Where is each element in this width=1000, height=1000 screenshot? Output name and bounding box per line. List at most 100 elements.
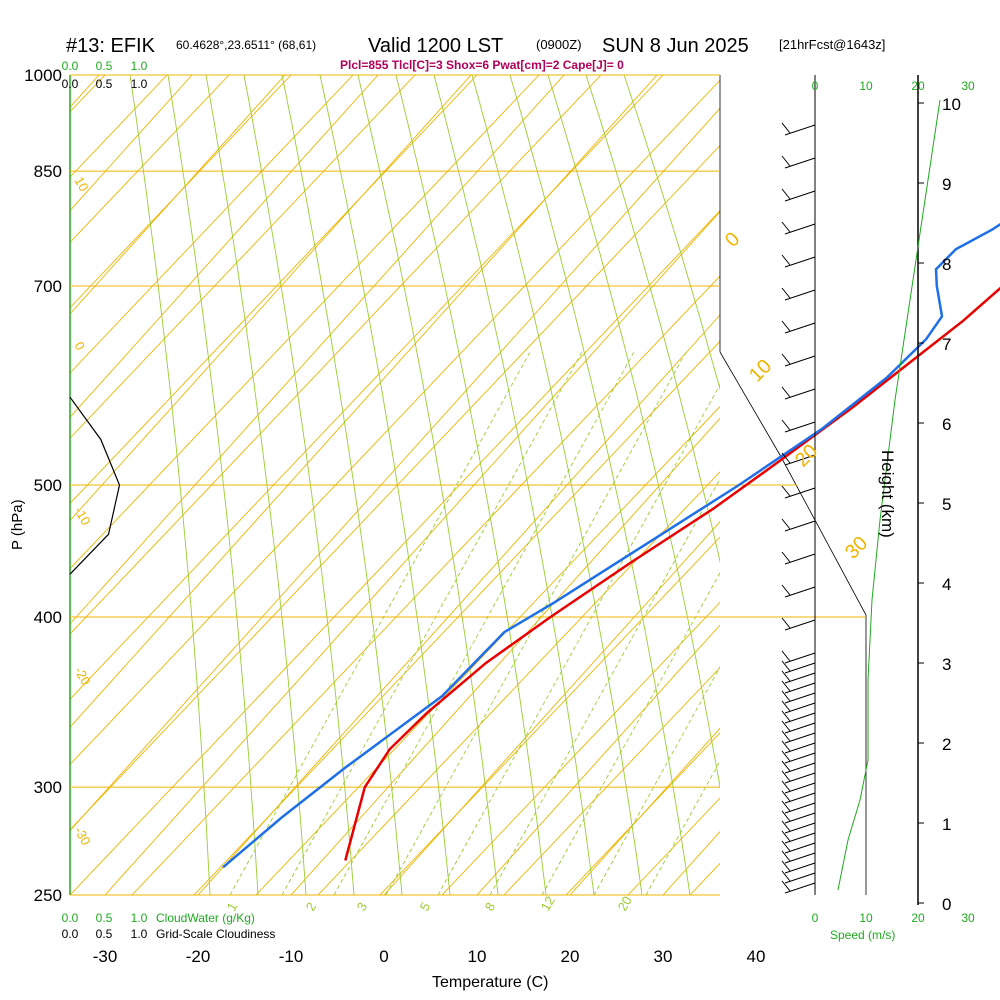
dry-adiabat xyxy=(814,75,1000,895)
pressure-tick-1000: 1000 xyxy=(24,66,62,85)
cloudiness-tick-bottom: 0.0 xyxy=(62,927,79,941)
dry-adiabat-label: 10 xyxy=(71,174,91,194)
wind-barb-feather xyxy=(781,254,791,266)
wind-barb xyxy=(784,862,816,874)
wind-barb-feather xyxy=(781,221,791,233)
wind-barb xyxy=(784,256,816,268)
isotherm xyxy=(849,75,1000,895)
temp-tick--10: -10 xyxy=(279,947,304,966)
wind-barb xyxy=(784,190,816,202)
wind-barb xyxy=(784,842,816,854)
cloudiness-tick-top: 0.0 xyxy=(62,77,79,91)
moist-adiabat xyxy=(623,75,720,391)
wind-barb-feather xyxy=(781,670,791,682)
wind-barb-feather xyxy=(781,790,791,802)
wind-barb xyxy=(784,682,816,694)
cloudwater-tick-top: 0.5 xyxy=(96,59,113,73)
height-tick-label: 9 xyxy=(942,175,951,194)
wind-barb-feather xyxy=(781,680,791,692)
wind-barb xyxy=(784,289,816,301)
temp-tick-30: 30 xyxy=(654,947,673,966)
dry-adiabat-label: -30 xyxy=(71,824,93,848)
cloudwater-tick-bottom: 1.0 xyxy=(131,911,148,925)
speed-tick-bottom: 0 xyxy=(812,911,819,925)
wind-barb-feather xyxy=(781,485,791,497)
wind-barb-feather xyxy=(781,650,791,662)
wind-barb xyxy=(784,782,816,794)
isotherm xyxy=(569,727,720,895)
wind-barb xyxy=(784,872,816,884)
valid-zulu: (0900Z) xyxy=(536,37,582,52)
height-tick-label: 0 xyxy=(942,895,951,914)
valid-time: Valid 1200 LST xyxy=(368,35,503,57)
wind-barb-feather xyxy=(781,386,791,398)
wind-barb-feather xyxy=(781,320,791,332)
wind-barb xyxy=(784,454,816,466)
dry-adiabat xyxy=(441,601,720,895)
mixing-ratio-label: 8 xyxy=(482,900,499,914)
cloudwater-tick-top: 0.0 xyxy=(62,59,79,73)
cloudwater-tick-bottom: 0.0 xyxy=(62,911,79,925)
wind-barb xyxy=(784,652,816,664)
wind-barb xyxy=(784,355,816,367)
wind-barb xyxy=(784,702,816,714)
wind-barb-feather xyxy=(781,730,791,742)
wind-barb xyxy=(784,852,816,864)
y-axis-label: P (hPa) xyxy=(9,499,26,550)
wind-barb-feather xyxy=(781,353,791,365)
wind-barb-feather xyxy=(781,750,791,762)
temp-tick-10: 10 xyxy=(468,947,487,966)
wind-barb xyxy=(784,421,816,433)
dry-adiabat xyxy=(379,536,720,895)
wind-barb-feather xyxy=(781,551,791,563)
wind-barb xyxy=(784,762,816,774)
temp-tick--20: -20 xyxy=(186,947,211,966)
height-tick-label: 10 xyxy=(942,95,961,114)
wind-barb-feather xyxy=(781,419,791,431)
mixing-ratio-label: 5 xyxy=(417,900,434,914)
wind-barb-feather xyxy=(781,860,791,872)
mixing-ratio-line xyxy=(645,760,720,895)
dry-adiabat-label: -10 xyxy=(71,504,93,528)
pressure-tick-850: 850 xyxy=(34,162,62,181)
wind-barb-feather xyxy=(781,830,791,842)
height-tick-label: 3 xyxy=(942,655,951,674)
wind-barb-feather xyxy=(781,710,791,722)
height-tick-label: 4 xyxy=(942,575,951,594)
height-tick-label: 7 xyxy=(942,335,951,354)
wind-barb-feather xyxy=(781,452,791,464)
temp-tick-40: 40 xyxy=(747,947,766,966)
isotherm-label: 0 xyxy=(721,228,744,251)
wind-barb-feather xyxy=(781,870,791,882)
isotherm xyxy=(0,75,6,895)
cloudwater-tick-bottom: 0.5 xyxy=(96,911,113,925)
wind-barb-feather xyxy=(781,880,791,892)
wind-barb xyxy=(784,157,816,169)
mixing-ratio-line xyxy=(541,571,720,895)
isotherm xyxy=(70,75,286,315)
wind-barb xyxy=(784,722,816,734)
mixing-ratio-line xyxy=(385,351,687,895)
wind-barb xyxy=(784,752,816,764)
wind-barb xyxy=(784,742,816,754)
height-tick-label: 2 xyxy=(942,735,951,754)
speed-tick-bottom: 10 xyxy=(859,911,873,925)
wind-barb-feather xyxy=(781,760,791,772)
dry-adiabat xyxy=(70,75,292,309)
wind-barb xyxy=(784,487,816,499)
wind-barb xyxy=(784,802,816,814)
height-tick-label: 1 xyxy=(942,815,951,834)
isotherm-label: 30 xyxy=(841,532,872,563)
wind-barb-feather xyxy=(781,740,791,752)
pressure-tick-250: 250 xyxy=(34,886,62,905)
temperature-trace xyxy=(344,286,1000,861)
mixing-ratio-line xyxy=(437,383,720,895)
isotherm-label: 20 xyxy=(791,440,822,471)
dewpoint-trace xyxy=(222,222,1000,869)
wind-barb-feather xyxy=(781,617,791,629)
forecast-tag: [21hrFcst@1643z] xyxy=(779,37,885,52)
mixing-ratio-line xyxy=(229,351,531,895)
wind-barb-feather xyxy=(781,690,791,702)
temp-tick--30: -30 xyxy=(93,947,118,966)
